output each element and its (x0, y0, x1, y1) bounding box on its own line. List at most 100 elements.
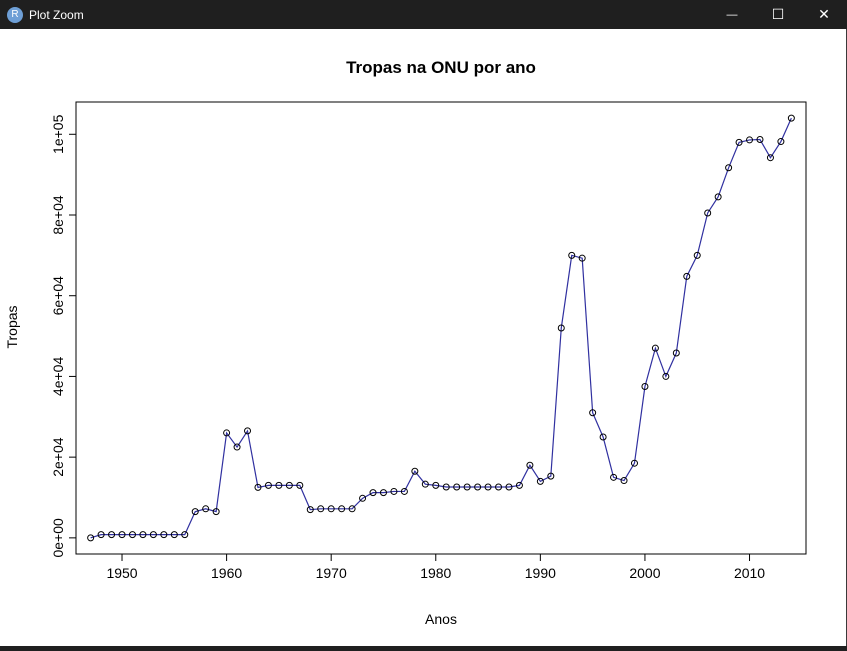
minimize-icon: — (726, 8, 738, 21)
data-point (557, 324, 565, 332)
data-point (421, 480, 429, 488)
chart-area: Tropas na ONU por ano Anos Tropas 1950 19… (0, 29, 846, 646)
data-point (662, 372, 670, 380)
data-point (536, 477, 544, 485)
x-tick-label: 1980 (420, 565, 451, 581)
y-tick-label: 8e+04 (50, 195, 66, 235)
data-point (296, 481, 304, 489)
data-point (139, 531, 147, 539)
data-point (285, 481, 293, 489)
window-title: Plot Zoom (29, 7, 84, 22)
chart-title: Tropas na ONU por ano (346, 58, 536, 77)
x-tick-label: 1990 (525, 565, 556, 581)
y-axis: 0e+00 2e+04 4e+04 6e+04 8e+04 1e+05 (50, 114, 77, 558)
data-point (233, 443, 241, 451)
data-point (547, 472, 555, 480)
data-point (369, 489, 377, 497)
data-point (202, 505, 210, 513)
title-bar[interactable]: R Plot Zoom — ☐ ✕ (0, 0, 847, 29)
data-point (620, 477, 628, 485)
data-point (714, 193, 722, 201)
data-point (725, 164, 733, 172)
data-point (432, 481, 440, 489)
data-point (495, 483, 503, 491)
data-point (515, 481, 523, 489)
close-icon: ✕ (818, 6, 830, 22)
series-line (90, 117, 792, 539)
data-point (578, 254, 586, 262)
data-point (254, 483, 262, 491)
data-point (275, 481, 283, 489)
y-tick-label: 2e+04 (50, 437, 66, 477)
y-tick-label: 0e+00 (50, 518, 66, 558)
data-point (526, 461, 534, 469)
line-chart: Tropas na ONU por ano Anos Tropas 1950 19… (4, 58, 807, 627)
data-point (338, 505, 346, 513)
series-layer (87, 114, 795, 542)
x-tick-label: 1960 (211, 565, 242, 581)
data-point (453, 483, 461, 491)
data-point (87, 534, 95, 542)
y-tick-label: 1e+05 (50, 114, 66, 154)
data-point (181, 531, 189, 539)
data-point (756, 136, 764, 144)
data-point (306, 506, 314, 514)
data-point (610, 473, 618, 481)
data-point (212, 508, 220, 516)
data-point (568, 251, 576, 259)
data-point (683, 272, 691, 280)
data-point (411, 467, 419, 475)
data-point (474, 483, 482, 491)
close-button[interactable]: ✕ (801, 0, 847, 29)
data-point (118, 531, 126, 539)
data-point (442, 483, 450, 491)
data-point (244, 427, 252, 435)
x-tick-label: 1950 (106, 565, 137, 581)
data-point (327, 505, 335, 513)
data-point (589, 409, 597, 417)
data-point (149, 531, 157, 539)
data-point (777, 138, 785, 146)
data-point (693, 251, 701, 259)
data-point (191, 508, 199, 516)
data-point (651, 344, 659, 352)
data-point (400, 487, 408, 495)
data-point (348, 505, 356, 513)
data-point (704, 209, 712, 217)
x-tick-label: 1970 (316, 565, 347, 581)
data-point (463, 483, 471, 491)
data-point (787, 114, 795, 122)
data-point (160, 531, 168, 539)
data-point (223, 429, 231, 437)
data-point (641, 383, 649, 391)
maximize-icon: ☐ (771, 6, 785, 22)
data-point (735, 138, 743, 146)
data-point (746, 136, 754, 144)
y-axis-label: Tropas (4, 305, 20, 348)
data-point (359, 494, 367, 502)
data-point (766, 154, 774, 162)
x-tick-label: 2010 (734, 565, 765, 581)
data-point (97, 531, 105, 539)
x-tick-label: 2000 (629, 565, 660, 581)
minimize-button[interactable]: — (709, 0, 755, 29)
data-point (170, 531, 178, 539)
y-tick-label: 4e+04 (50, 357, 66, 397)
data-point (108, 531, 116, 539)
data-point (390, 487, 398, 495)
maximize-button[interactable]: ☐ (755, 0, 801, 29)
r-app-icon: R (7, 6, 23, 23)
data-point (630, 459, 638, 467)
x-axis: 1950 1960 1970 1980 1990 2000 2010 (106, 553, 765, 581)
data-point (672, 349, 680, 357)
data-point (264, 481, 272, 489)
x-axis-label: Anos (425, 611, 457, 627)
data-point (317, 505, 325, 513)
data-point (505, 483, 513, 491)
data-point (379, 489, 387, 497)
data-point (128, 531, 136, 539)
y-tick-label: 6e+04 (50, 276, 66, 316)
data-point (484, 483, 492, 491)
data-point (599, 433, 607, 441)
